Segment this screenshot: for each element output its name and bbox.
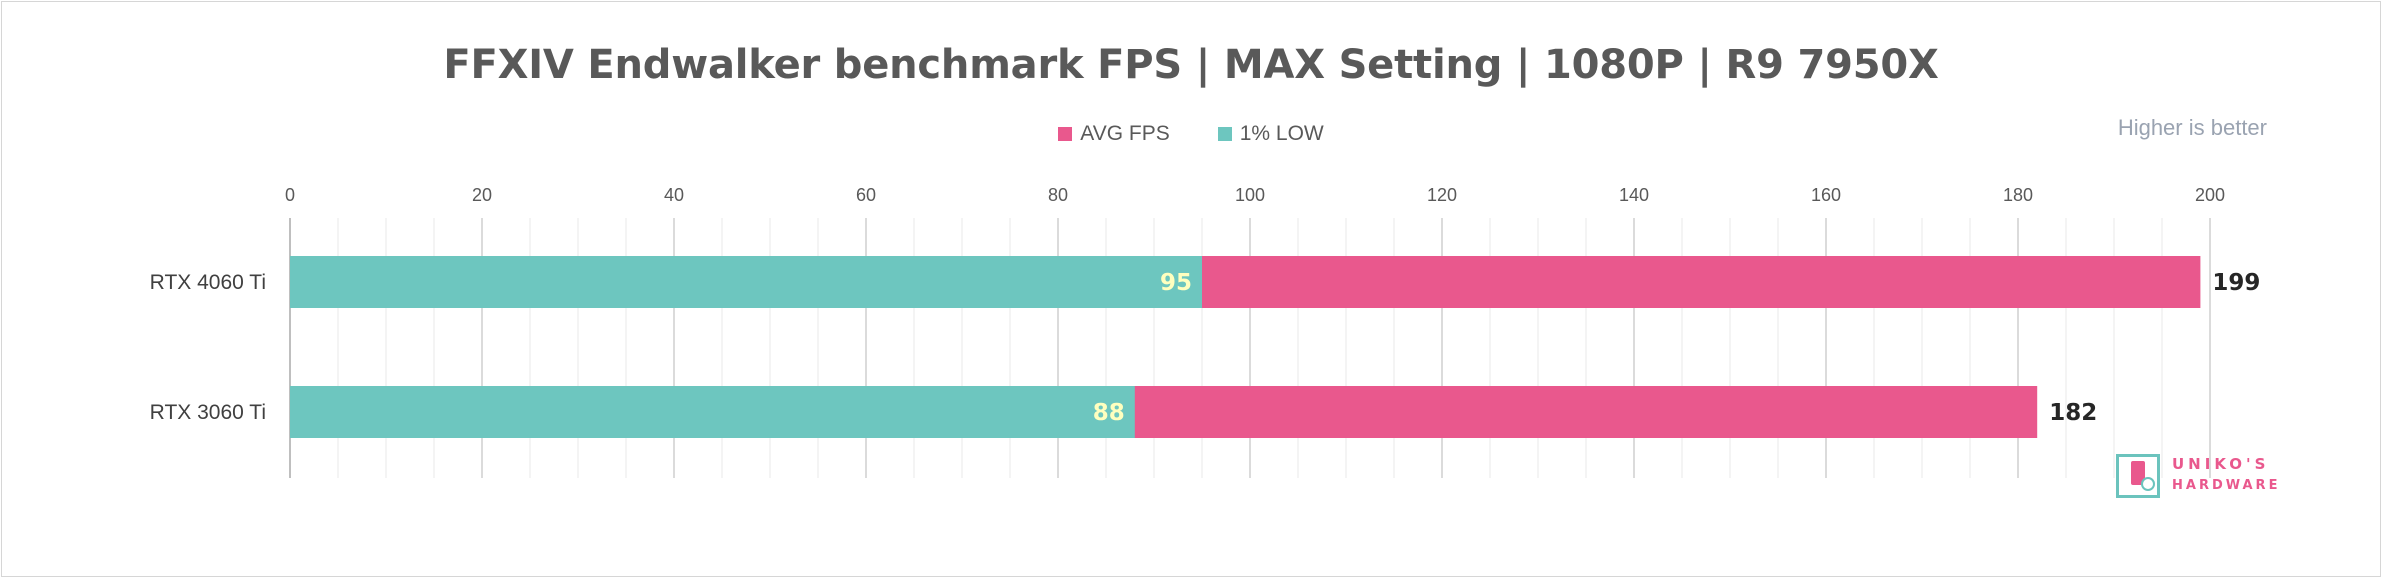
data-label-1pct-low: 88 <box>1093 400 1125 426</box>
x-axis-ticks: 0 20 40 60 80 100 120 140 160 180 200 <box>285 185 2225 205</box>
logo-icon <box>2116 454 2160 498</box>
legend-label-avg-fps: AVG FPS <box>1080 122 1170 145</box>
legend-label-1pct-low: 1% LOW <box>1239 122 1324 145</box>
chart-legend: AVG FPS 1% LOW <box>0 122 2382 146</box>
x-tick-label: 0 <box>285 185 295 205</box>
x-tick-label: 180 <box>2003 185 2033 205</box>
x-tick-label: 160 <box>1811 185 1841 205</box>
bar-1pct-low <box>290 256 1202 308</box>
x-tick-label: 120 <box>1427 185 1457 205</box>
data-label-avg-fps: 182 <box>2049 400 2097 426</box>
x-tick-label: 80 <box>1048 185 1068 205</box>
labels: RTX 4060 Ti 95 199 RTX 3060 Ti 88 182 <box>150 270 2261 426</box>
bar-1pct-low <box>290 386 1135 438</box>
category-label: RTX 4060 Ti <box>150 271 266 294</box>
x-tick-label: 40 <box>664 185 684 205</box>
x-tick-label: 140 <box>1619 185 1649 205</box>
logo-text: UNIKO'S HARDWARE <box>2172 452 2312 496</box>
legend-item-avg-fps: AVG FPS <box>1058 122 1170 146</box>
x-tick-label: 100 <box>1235 185 1265 205</box>
x-tick-label: 20 <box>472 185 492 205</box>
chart-title: FFXIV Endwalker benchmark FPS | MAX Sett… <box>443 42 1939 88</box>
category-label: RTX 3060 Ti <box>150 401 266 424</box>
data-label-avg-fps: 199 <box>2212 270 2260 296</box>
x-tick-label: 60 <box>856 185 876 205</box>
legend-swatch-1pct-low <box>1217 127 1232 141</box>
logo-line-2: HARDWARE <box>2172 478 2281 493</box>
logo-line-1: UNIKO'S <box>2172 455 2270 473</box>
bars <box>290 256 2201 438</box>
uniko-hardware-logo: UNIKO'S HARDWARE <box>2116 452 2306 500</box>
x-tick-label: 200 <box>2195 185 2225 205</box>
legend-swatch-avg-fps <box>1058 127 1073 141</box>
legend-item-1pct-low: 1% LOW <box>1217 122 1324 146</box>
data-label-1pct-low: 95 <box>1160 270 1192 296</box>
higher-is-better-note: Higher is better <box>2117 115 2267 140</box>
